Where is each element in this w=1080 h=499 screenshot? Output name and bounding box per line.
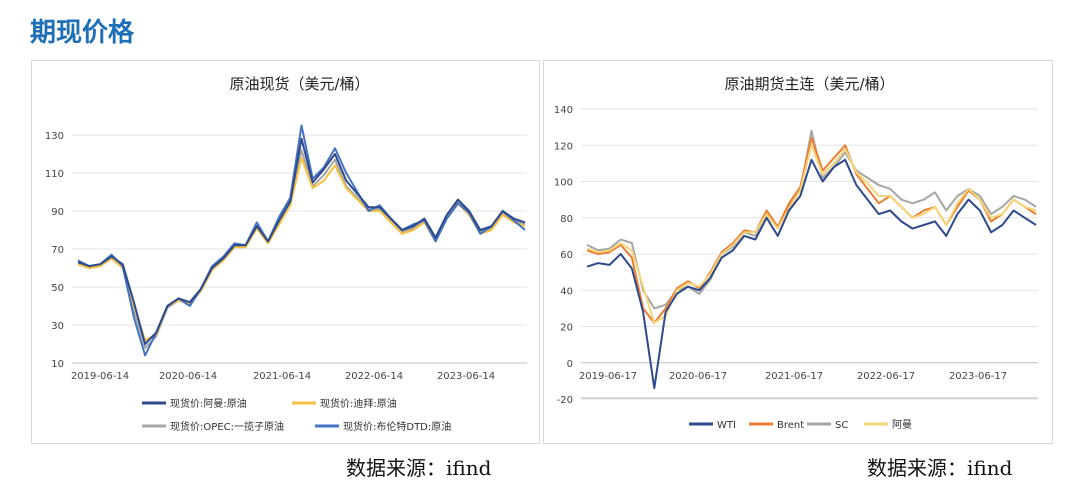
y-tick-label: 40: [560, 286, 573, 297]
chart-title: 原油期货主连（美元/桶）: [724, 75, 894, 93]
y-tick-label: 80: [560, 214, 573, 225]
x-tick-label: 2019-06-17: [579, 371, 637, 382]
y-tick-label: 140: [554, 105, 573, 116]
series-line-0: [586, 158, 1037, 390]
series-line-0: [77, 137, 526, 345]
y-tick-label: 100: [554, 178, 573, 189]
legend-label: SC: [835, 420, 848, 431]
y-tick-label: 20: [560, 323, 573, 334]
series-line-2: [586, 129, 1037, 310]
y-tick-label: 0: [567, 359, 573, 370]
x-tick-label: 2022-06-14: [345, 371, 403, 382]
legend-label: WTI: [717, 420, 736, 431]
x-tick-label: 2021-06-17: [765, 371, 823, 382]
x-tick-label: 2021-06-14: [253, 371, 311, 382]
series-line-3: [77, 124, 526, 357]
futures-price-chart: 原油期货主连（美元/桶） -20 0 20 40 60 80 100 120 140 2019-06…: [554, 75, 1038, 431]
y-tick-label: 50: [51, 283, 64, 294]
chart-title: 原油现货（美元/桶）: [229, 75, 369, 93]
source-note-right: 数据来源：ifind: [867, 456, 1013, 480]
x-tick-label: 2019-06-14: [71, 371, 129, 382]
legend-label: 阿曼: [892, 419, 912, 431]
legend-label: 现货价:布伦特DTD:原油: [343, 420, 451, 433]
x-tick-label: 2022-06-17: [857, 371, 915, 382]
y-tick-label: 30: [51, 321, 64, 332]
y-tick-label: 110: [45, 169, 64, 180]
legend-label: Brent: [777, 420, 804, 431]
y-tick-label: 90: [51, 207, 64, 218]
y-tick-label: 70: [51, 245, 64, 256]
legend-label: 现货价:阿曼:原油: [170, 397, 247, 410]
spot-price-chart: 原油现货（美元/桶） 10 30 50 70 90 110 130 2019-06-14 2020…: [45, 75, 527, 433]
y-tick-label: 130: [45, 131, 64, 142]
series-line-1: [586, 137, 1037, 324]
y-tick-label: 10: [51, 359, 64, 370]
x-tick-label: 2020-06-14: [159, 371, 217, 382]
y-tick-label: 60: [560, 250, 573, 261]
y-tick-label: -20: [557, 395, 573, 406]
futures-chart-panel: 原油期货主连（美元/桶） -20 0 20 40 60 80 100 120 140 2019-06…: [543, 60, 1053, 444]
spot-chart-panel: 原油现货（美元/桶） 10 30 50 70 90 110 130 2019-06-14 2020…: [31, 60, 540, 444]
source-note-left: 数据来源：ifind: [346, 456, 492, 480]
series-line-3: [586, 144, 1037, 324]
x-tick-label: 2020-06-17: [669, 371, 727, 382]
legend-label: 现货价:迪拜:原油: [320, 397, 397, 410]
x-tick-label: 2023-06-17: [949, 371, 1007, 382]
legend-label: 现货价:OPEC:一揽子原油: [170, 420, 284, 433]
y-tick-label: 120: [554, 141, 573, 152]
x-tick-label: 2023-06-14: [437, 371, 495, 382]
page-title: 期现价格: [30, 18, 135, 48]
